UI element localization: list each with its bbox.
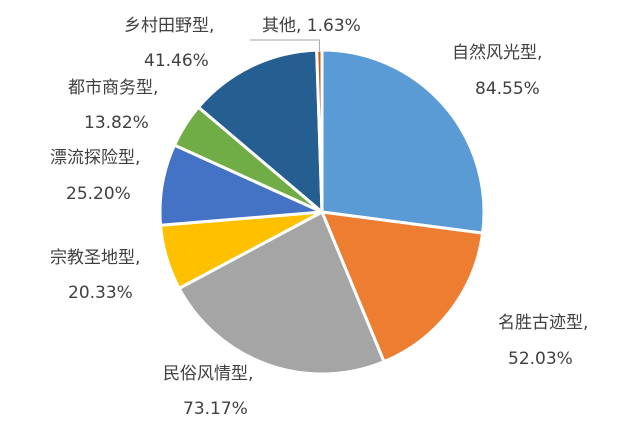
slice-value-4: 20.33% — [68, 283, 133, 303]
pie-slice-7 — [196, 48, 324, 216]
slice-value-2: 52.03% — [508, 349, 573, 369]
slice-label-1: 自然风光型, — [452, 43, 542, 63]
slice-value-1: 84.55% — [475, 79, 540, 99]
pie-slice-2 — [319, 210, 485, 364]
pie-slice-1 — [320, 48, 486, 235]
slice-value-5: 25.20% — [66, 184, 131, 204]
slice-label-4: 宗教圣地型, — [50, 248, 140, 268]
slice-label-2: 名胜古迹型, — [498, 313, 588, 333]
slice-label-8: 其他, 1.63% — [262, 16, 361, 36]
slice-label-3: 民俗风情型, — [163, 364, 253, 384]
slice-value-3: 73.17% — [183, 399, 248, 419]
slice-label-6: 都市商务型, — [68, 78, 158, 98]
slice-value-7: 41.46% — [144, 51, 209, 71]
pie-slice-3 — [177, 209, 386, 376]
slice-value-6: 13.82% — [84, 113, 149, 133]
leader-line-other — [250, 39, 320, 51]
slice-label-5: 漂流探险型, — [50, 148, 140, 168]
slice-label-7: 乡村田野型, — [124, 16, 214, 36]
